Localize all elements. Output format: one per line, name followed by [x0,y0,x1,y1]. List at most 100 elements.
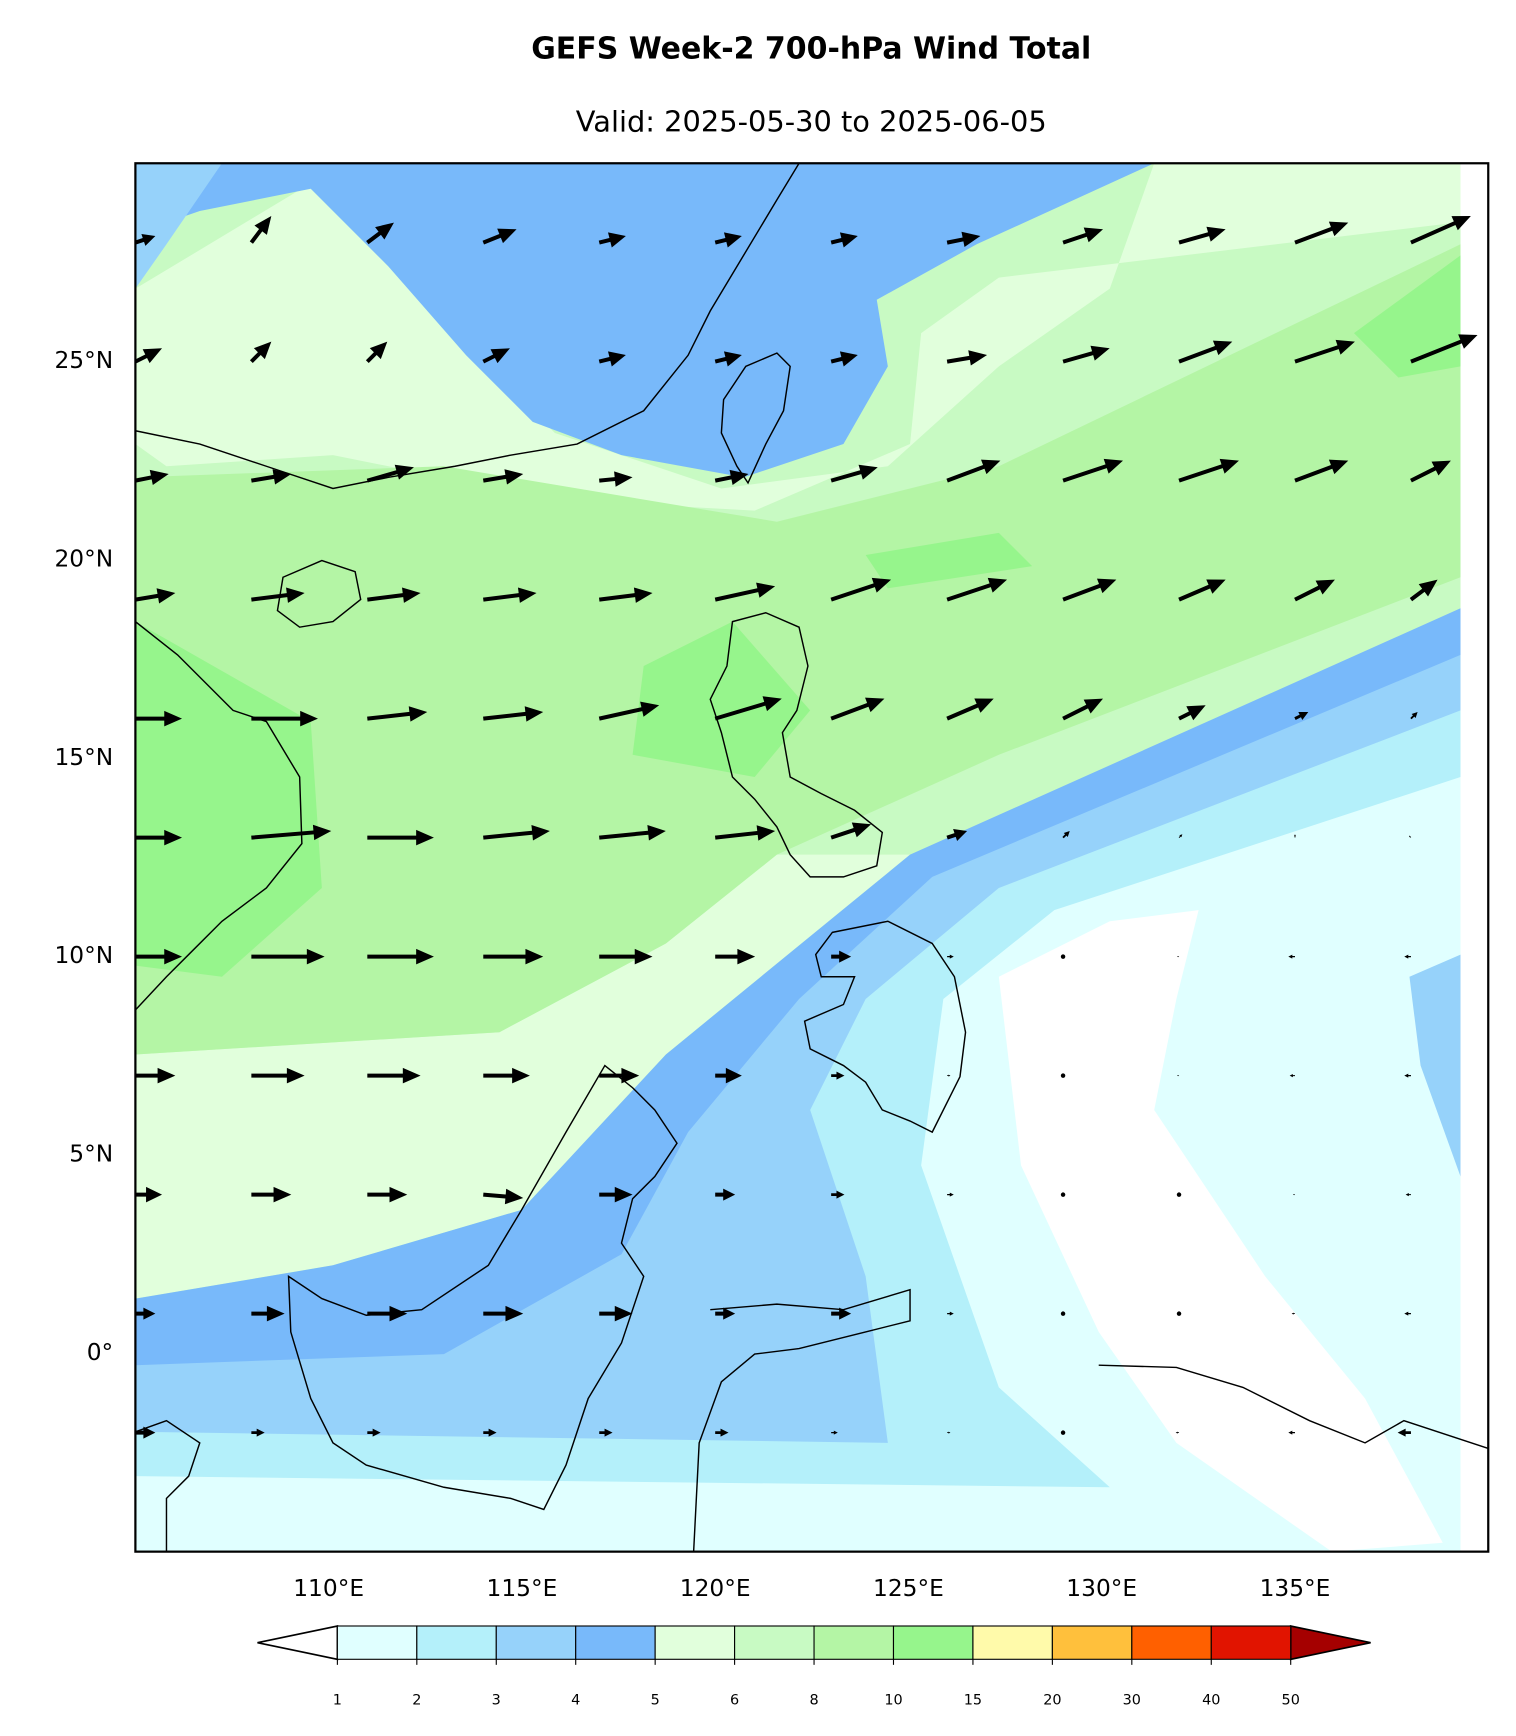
colorbar-tick-label: 10 [884,1692,902,1708]
wind-vector [135,588,176,604]
wind-vector [946,350,988,366]
colorbar-tick-label: 3 [492,1692,501,1708]
wind-vector [251,587,305,603]
wind-vector [715,1188,736,1201]
wind-vector [1294,711,1309,720]
wind-vector [1294,221,1349,245]
colorbar-swatch [972,1625,1053,1660]
wind-vector [1177,956,1180,958]
wind-vector [1404,954,1411,959]
wind-vector [947,1431,951,1434]
contour-fill [135,163,222,289]
wind-vector [599,471,633,487]
contour-fill [1409,954,1461,1177]
wind-speed-field [135,163,1489,1552]
wind-vector [1294,579,1335,602]
colorbar-swatch [336,1625,418,1660]
wind-vector [483,1067,530,1084]
wind-vector [599,1305,633,1322]
wind-vector [947,1311,954,1316]
wind-vector [830,351,858,367]
colorbar-swatch [734,1625,815,1660]
wind-vector [714,582,776,602]
wind-vector [483,1305,524,1322]
wind-vector [251,824,332,841]
wind-vector [367,587,421,603]
wind-vector [947,1192,954,1197]
wind-vector [946,459,1001,483]
wind-vector [1405,1193,1411,1197]
wind-vector [1175,1431,1180,1434]
wind-vector [483,948,544,965]
contour-fill [135,163,1155,478]
chart-subtitle: Valid: 2025-05-30 to 2025-06-05 [576,104,1047,138]
wind-vector [135,1067,176,1084]
colorbar-tick-label: 50 [1282,1692,1300,1708]
wind-vector [366,222,394,245]
wind-vector [1397,1428,1411,1437]
wind-vector [135,348,163,364]
wind-vector [1178,340,1233,364]
colorbar-tick-label: 1 [333,1692,342,1708]
wind-vector [251,948,325,965]
colorbar-swatch [1051,1625,1133,1660]
wind-vector [1404,1073,1411,1078]
wind-vector [715,1307,736,1320]
wind-vector [1178,458,1239,483]
wind-vector [1060,1073,1066,1078]
wind-vector [1177,1075,1180,1077]
wind-vector [946,828,968,841]
y-tick-label: 20°N [54,545,113,572]
colorbar-tick-label: 15 [964,1692,982,1708]
wind-vector [830,232,858,248]
wind-vector [1060,1430,1066,1435]
wind-vector [483,706,544,722]
wind-vector [1176,1192,1182,1197]
wind-vector [831,1071,845,1080]
x-tick-label: 110°E [293,1575,364,1602]
contour-fill [632,621,811,777]
colorbar-swatch [892,1625,974,1660]
wind-vector [1178,579,1226,602]
wind-vector [135,1186,163,1203]
wind-vector [1410,215,1471,245]
wind-vector [1409,579,1438,602]
wind-vector [830,577,892,602]
wind-vector [135,1307,156,1320]
wind-vector [251,1428,265,1437]
wind-vector [249,341,272,364]
wind-vector [599,825,666,841]
wind-vector [946,698,994,721]
wind-vector [946,577,1008,602]
wind-vector [365,341,388,364]
wind-vector [482,228,517,245]
wind-vector [1410,460,1451,483]
wind-vector [1062,458,1124,483]
map-frame [134,162,1490,1553]
y-tick-label: 15°N [54,744,113,771]
x-tick-label: 135°E [1260,1575,1331,1602]
wind-vector [1060,1192,1066,1197]
wind-vector [251,1067,305,1084]
contour-fill [135,244,1461,1055]
contour-fill [135,621,322,977]
wind-vector [599,948,653,965]
wind-vector [251,469,292,485]
wind-vector [715,1428,729,1437]
wind-vector [367,948,434,965]
colorbar-swatch [1210,1625,1292,1660]
y-tick-label: 5°N [69,1140,113,1167]
colorbar-swatch [575,1625,656,1660]
wind-vector [483,587,537,603]
wind-vector [367,1186,408,1203]
contour-fill [135,163,1461,511]
y-tick-label: 10°N [54,942,113,969]
colorbar-tick-label: 2 [412,1692,421,1708]
wind-vector [714,469,749,486]
wind-vector [1062,227,1104,245]
wind-vector [1292,1194,1295,1196]
colorbar-swatch [1131,1625,1212,1660]
wind-vector [831,1430,838,1435]
wind-vector [1062,698,1104,721]
wind-vector [135,1426,156,1439]
